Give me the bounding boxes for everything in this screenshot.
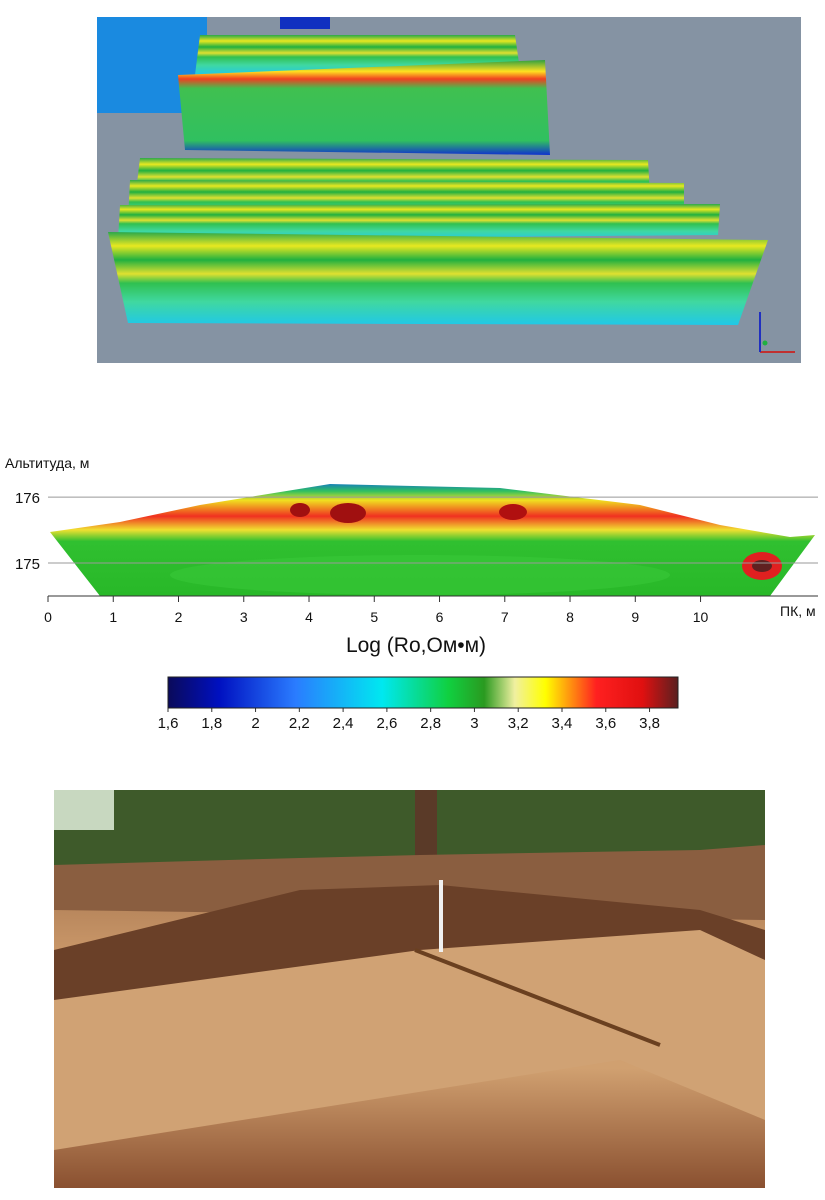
y-axis-label: Альтитуда, м (5, 455, 89, 471)
colorbar-tick-label: 2,2 (289, 715, 310, 732)
colorbar-tick-label: 2,8 (420, 715, 441, 732)
y-tick-label: 176 (15, 490, 40, 507)
colorbar-tick-label: 3,2 (508, 715, 529, 732)
x-axis-label: ПК, м (780, 603, 816, 619)
colorbar-tick-label: 3,6 (595, 715, 616, 732)
x-tick-label: 8 (566, 609, 574, 625)
x-tick-label: 5 (370, 609, 378, 625)
x-tick-label: 9 (631, 609, 639, 625)
x-tick-label: 4 (305, 609, 313, 625)
y-tick-label: 175 (15, 556, 40, 573)
x-tick-label: 10 (693, 609, 709, 625)
photo (54, 790, 765, 1188)
colorbar-tick-label: 2,6 (376, 715, 397, 732)
colorbar-tick-label: 1,8 (201, 715, 222, 732)
x-tick-label: 1 (109, 609, 117, 625)
x-tick-label: 2 (175, 609, 183, 625)
colorbar-title: Log (Ro,Ом•м) (346, 634, 486, 657)
colorbar-tick-label: 2,4 (333, 715, 354, 732)
x-tick-label: 3 (240, 609, 248, 625)
colorbar-tick-label: 3,8 (639, 715, 660, 732)
colorbar-tick-label: 1,6 (158, 715, 179, 732)
3d-sections (97, 17, 801, 363)
section-plot: Альтитуда, м 175 176 0 1 2 3 4 5 6 7 8 9 10 1,6 1,8 2 2,… (5, 455, 818, 732)
section-image (50, 484, 815, 596)
colorbar-tick-label: 3 (470, 715, 478, 732)
x-tick-label: 6 (436, 609, 444, 625)
colorbar-tick-label: 3,4 (552, 715, 573, 732)
colorbar (167, 676, 679, 709)
colorbar-tick-label: 2 (251, 715, 259, 732)
x-tick-label: 0 (44, 609, 52, 625)
x-tick-label: 7 (501, 609, 509, 625)
